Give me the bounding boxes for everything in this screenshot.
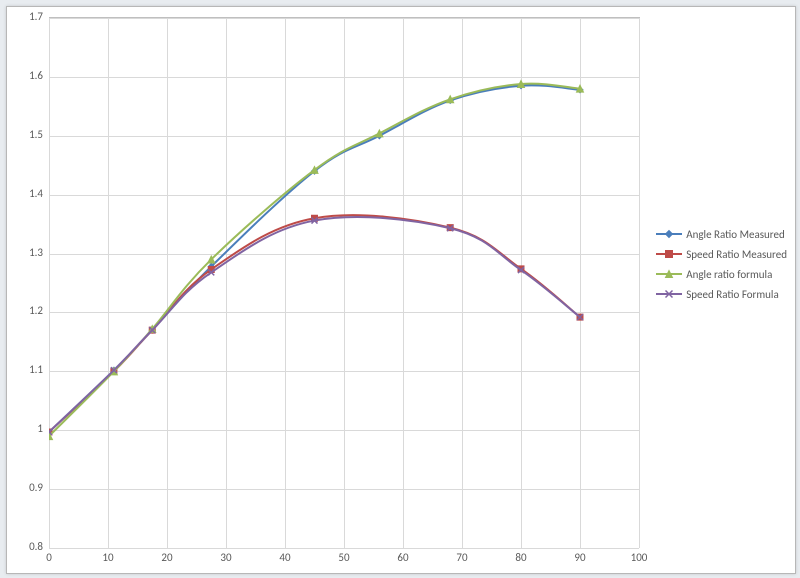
y-tick-label: 1 (19, 422, 43, 435)
x-tick-label: 30 (214, 551, 238, 564)
y-tick-label: 1.7 (19, 10, 43, 23)
legend-label: Angle ratio formula (686, 268, 772, 281)
x-tick-label: 50 (332, 551, 356, 564)
y-tick-label: 0.9 (19, 481, 43, 494)
x-tick-label: 20 (155, 551, 179, 564)
gridline-v (639, 18, 640, 548)
x-tick-label: 0 (37, 551, 61, 564)
legend-label: Speed Ratio Measured (686, 248, 787, 261)
legend-label: Speed Ratio Formula (686, 288, 779, 301)
series-line (49, 85, 580, 432)
plot-area (49, 17, 640, 548)
legend-swatch (656, 287, 682, 301)
y-tick-label: 1.5 (19, 128, 43, 141)
chart-frame: Angle Ratio Measured Speed Ratio Measured… (6, 6, 796, 574)
series-line (49, 217, 580, 432)
x-tick-label: 90 (568, 551, 592, 564)
x-tick-label: 70 (450, 551, 474, 564)
series-line (49, 215, 580, 432)
gridline-h (49, 548, 639, 549)
x-tick-label: 80 (509, 551, 533, 564)
legend-label: Angle Ratio Measured (686, 228, 785, 241)
y-tick-label: 1.4 (19, 187, 43, 200)
legend-item: Speed Ratio Formula (656, 287, 787, 301)
legend-swatch (656, 227, 682, 241)
y-tick-label: 1.1 (19, 363, 43, 376)
x-tick-label: 100 (627, 551, 651, 564)
y-tick-label: 1.2 (19, 304, 43, 317)
legend-swatch (656, 247, 682, 261)
x-tick-label: 10 (96, 551, 120, 564)
y-tick-label: 1.3 (19, 246, 43, 259)
x-tick-label: 60 (391, 551, 415, 564)
series-svg (49, 18, 639, 548)
y-tick-label: 1.6 (19, 69, 43, 82)
legend-swatch (656, 267, 682, 281)
x-tick-label: 40 (273, 551, 297, 564)
series-line (49, 84, 580, 437)
legend: Angle Ratio Measured Speed Ratio Measured… (656, 227, 787, 307)
legend-item: Speed Ratio Measured (656, 247, 787, 261)
legend-item: Angle ratio formula (656, 267, 787, 281)
legend-item: Angle Ratio Measured (656, 227, 787, 241)
